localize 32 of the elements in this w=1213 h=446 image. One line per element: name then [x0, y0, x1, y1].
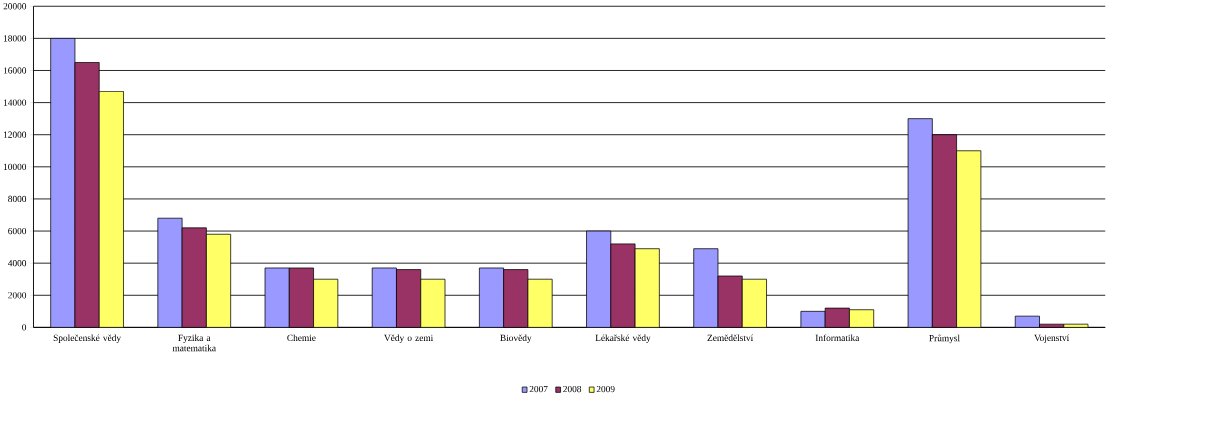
x-tick-label: Zemědělství	[707, 334, 754, 341]
bar	[371, 267, 397, 328]
bar	[50, 37, 76, 328]
bar	[586, 230, 612, 328]
x-tick-label: Fyzika a matematika	[172, 334, 216, 352]
x-tick-label: Vojenství	[1034, 334, 1070, 343]
y-tick-label: 4000	[7, 259, 27, 267]
bar	[907, 118, 933, 328]
y-tick-label: 14000	[3, 99, 27, 106]
x-tick-label: Průmysl	[929, 334, 960, 344]
y-tick-label: 20000	[3, 3, 27, 10]
x-tick-label: Informatika	[815, 334, 860, 341]
y-tick-label: 12000	[3, 131, 27, 138]
bar	[157, 217, 183, 328]
x-tick-label: Biovědy	[500, 334, 532, 343]
x-tick-label: Společenské vědy	[53, 334, 122, 343]
y-tick-label: 6000	[8, 227, 27, 235]
legend-label: 2007	[529, 385, 548, 393]
y-tick-label: 8000	[8, 195, 27, 202]
x-tick-label: Chemie	[287, 334, 316, 341]
bar	[264, 267, 290, 328]
y-tick-label: 0	[22, 324, 27, 331]
bar	[693, 248, 719, 328]
x-tick-label: Lékařské vědy	[595, 334, 651, 343]
bar	[478, 267, 505, 328]
legend-label: 2009	[596, 385, 615, 393]
y-tick-label: 10000	[3, 163, 27, 170]
legend-label: 2008	[563, 385, 582, 393]
y-tick-label: 16000	[3, 67, 27, 74]
x-tick-label: Vědy o zemi	[384, 334, 434, 343]
y-tick-label: 18000	[3, 35, 27, 42]
y-tick-label: 2000	[8, 292, 27, 299]
